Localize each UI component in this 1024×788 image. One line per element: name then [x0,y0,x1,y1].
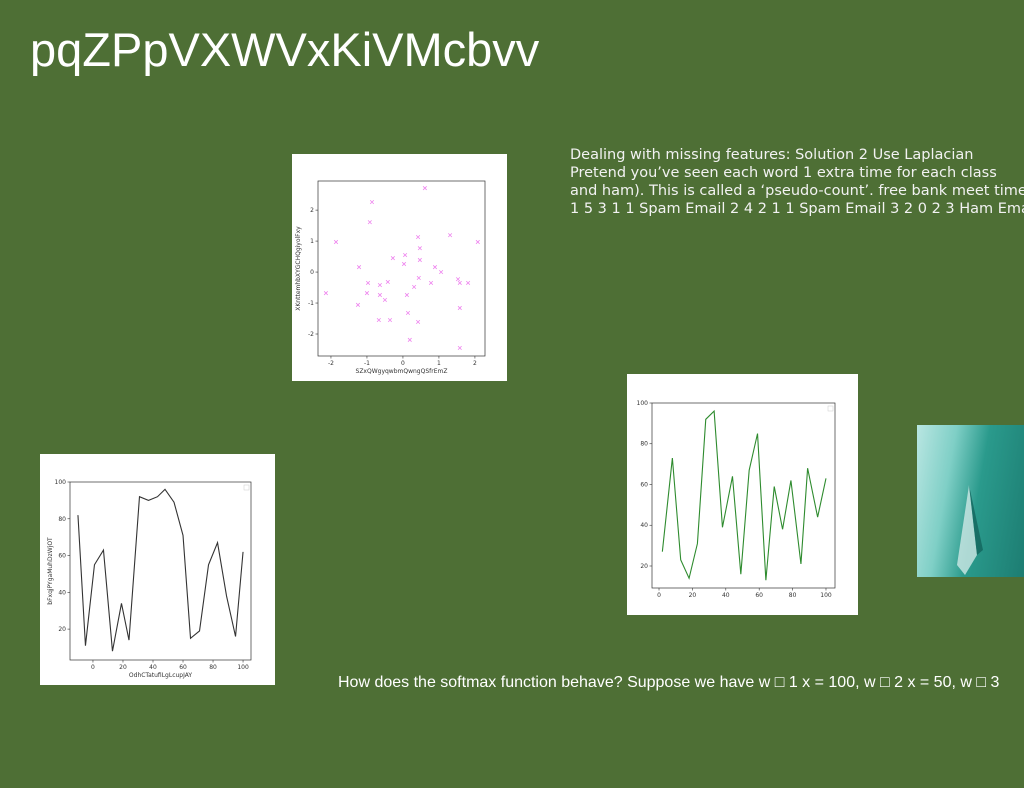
point [385,279,390,285]
point [415,319,421,325]
point [376,317,381,323]
y-tick-label: 60 [640,481,648,488]
point [415,234,421,240]
point [407,337,412,342]
point [365,280,371,285]
x-tick-label: 40 [722,592,730,599]
y-tick-label: 2 [310,207,314,214]
point [422,186,427,191]
x-tick-label: 0 [657,592,661,599]
text-block: Dealing with missing features: Solution … [570,146,1024,218]
point [404,292,409,298]
y-tick-label: 1 [310,238,314,245]
point [355,302,361,307]
chart-image: 0 20 40 60 80 100 20 40 60 80 100 [627,374,858,615]
point [403,252,408,258]
x-tick-label: 2 [473,360,477,367]
x-axis-label: SZxQWgyqwbmQwngQSfrEmZ [356,368,448,375]
point [377,292,382,298]
x-tick-label: 40 [149,664,157,671]
x-tick-label: 0 [401,360,405,367]
point [401,261,407,267]
point [455,277,461,282]
x-tick-label: 100 [237,664,249,671]
y-tick-label: 80 [640,441,648,448]
point [417,246,422,251]
point [333,239,339,245]
x-tick-label: -1 [364,360,370,367]
legend-box [827,405,834,412]
image-shape [957,485,983,575]
y-tick-label: 80 [58,516,66,523]
point [466,280,471,285]
point [412,284,417,290]
y-tick-label: -2 [308,331,314,338]
x-axis-label: OdhCTatufiLgLcupJAY [129,672,193,679]
plot-frame [651,402,836,589]
x-tick-label: 80 [789,592,797,599]
point [382,297,388,303]
text-line: and ham). This is called a ‘pseudo-count… [570,183,1024,199]
text-line: Pretend you’ve seen each word 1 extra ti… [570,165,997,181]
bottom-text: How does the softmax function behave? Su… [338,674,1000,691]
y-tick-label: 60 [58,553,66,560]
x-tick-label: 0 [91,664,95,671]
point [439,269,444,275]
point [387,317,393,323]
point [367,220,372,225]
x-tick-label: 20 [689,592,697,599]
x-tick-label: 80 [209,664,217,671]
y-tick-label: 20 [640,563,648,570]
x-tick-label: 60 [179,664,187,671]
point [369,199,375,205]
point [457,305,462,311]
y-tick-label: 100 [55,479,67,486]
y-axis-label: XKnttemhbXYGCHQgiyolFxy [295,226,302,311]
point [356,265,362,270]
y-tick-label: 40 [640,522,648,529]
chart-image: -2 -1 0 1 2 -2 -1 0 1 2 SZxQWgyqwbmQwngQSfrEmZ XKnt… [292,154,507,381]
point [390,256,395,261]
point [323,291,329,296]
line [77,488,244,652]
legend-box [243,484,250,491]
chart: -2 -1 0 1 2 -2 -1 0 1 2 SZxQWgyqwbmQwngQSfrEmZ XKnt… [295,180,486,375]
y-tick-label: 100 [637,400,649,407]
chart: 0 20 40 60 80 100 20 40 60 80 100 [637,400,836,599]
plot-frame [69,481,252,661]
x-tick-label: -2 [328,360,334,367]
line [661,409,827,581]
point [457,345,462,351]
point [377,282,382,288]
point [428,280,434,285]
x-tick-label: 20 [119,664,127,671]
point [432,265,438,270]
y-tick-label: 20 [58,626,66,633]
y-tick-label: 0 [310,269,314,276]
x-tick-label: 60 [755,592,763,599]
x-tick-label: 100 [820,592,832,599]
point [448,233,453,238]
y-tick-label: 40 [58,589,66,596]
slide-title: pqZPpVXWVxKiVMcbvv [30,23,540,76]
point [416,275,421,281]
x-tick-label: 1 [437,360,441,367]
point [417,257,422,263]
text-line: 1 5 3 1 1 Spam Email 2 4 2 1 1 Spam Emai… [570,201,1024,217]
y-axis-label: bFxqjPYgaMuhDzWjOT [47,537,54,605]
point [405,310,411,316]
text-line: Dealing with missing features: Solution … [570,147,974,163]
chart-image: 0 20 40 60 80 100 20 40 60 80 100 OdhCTatufiLgLcupJ… [40,454,275,685]
y-tick-label: -1 [308,300,314,307]
point [364,291,370,296]
point [457,280,462,285]
image [917,425,1024,577]
point [475,239,480,245]
plot-frame [317,180,486,357]
chart: 0 20 40 60 80 100 20 40 60 80 100 OdhCTatufiLgLcupJ… [47,479,252,679]
